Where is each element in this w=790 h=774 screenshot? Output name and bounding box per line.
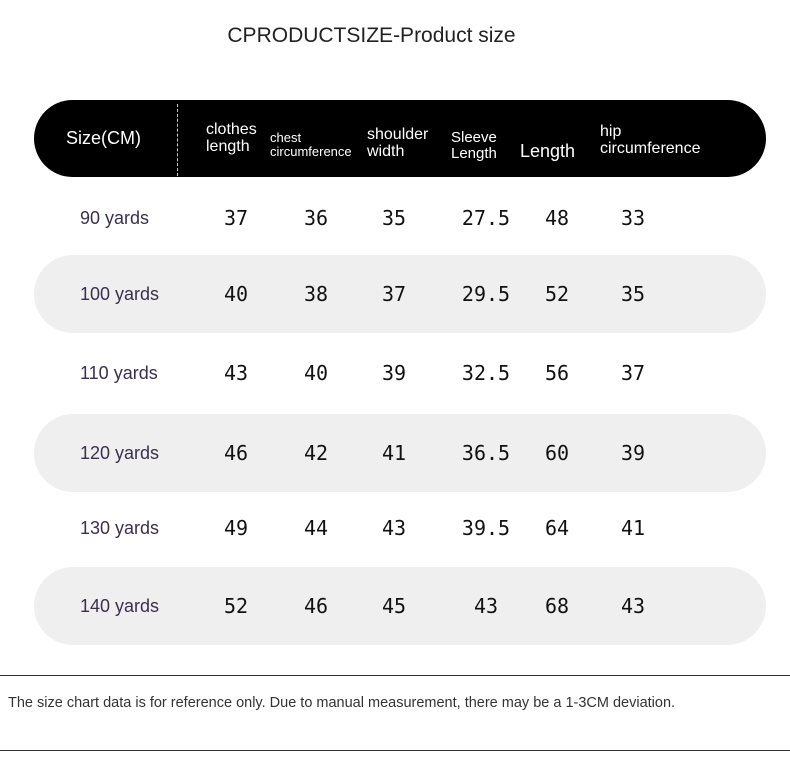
size-label: 130 yards bbox=[80, 518, 160, 538]
table-cell: 36 bbox=[303, 206, 329, 230]
header-line: Length bbox=[451, 144, 497, 162]
table-row: 130 yards 49 44 43 39.5 64 41 bbox=[34, 489, 766, 567]
table-cell: 38 bbox=[303, 282, 329, 306]
table-cell: 43 bbox=[381, 516, 407, 540]
table-cell: 35 bbox=[620, 282, 646, 306]
header-line: circumference bbox=[270, 143, 352, 159]
table-cell: 41 bbox=[381, 441, 407, 465]
table-cell: 68 bbox=[544, 594, 570, 618]
table-cell: 40 bbox=[303, 361, 329, 385]
table-cell: 52 bbox=[544, 282, 570, 306]
size-label: 90 yards bbox=[80, 208, 150, 228]
divider-line bbox=[0, 675, 790, 676]
table-cell: 43 bbox=[223, 361, 249, 385]
footnote: The size chart data is for reference onl… bbox=[8, 695, 676, 711]
header-size: Size(CM) bbox=[66, 128, 141, 148]
table-cell: 37 bbox=[620, 361, 646, 385]
table-row: 100 yards 40 38 37 29.5 52 35 bbox=[34, 255, 766, 333]
header-length: Length bbox=[520, 141, 576, 161]
header-line: hip bbox=[600, 123, 622, 140]
header-line: width bbox=[367, 142, 405, 160]
table-cell: 32.5 bbox=[461, 361, 511, 385]
header-line: length bbox=[206, 137, 250, 155]
table-cell: 45 bbox=[381, 594, 407, 618]
table-cell: 27.5 bbox=[461, 206, 511, 230]
divider-line bbox=[0, 750, 790, 751]
table-cell: 37 bbox=[223, 206, 249, 230]
table-cell: 39 bbox=[620, 441, 646, 465]
table-cell: 33 bbox=[620, 206, 646, 230]
table-cell: 39.5 bbox=[461, 516, 511, 540]
header-line: clothes bbox=[206, 121, 257, 138]
table-row: 140 yards 52 46 45 43 68 43 bbox=[34, 567, 766, 645]
table-cell: 37 bbox=[381, 282, 407, 306]
size-label: 110 yards bbox=[80, 363, 158, 383]
size-label: 100 yards bbox=[80, 284, 160, 304]
size-label: 120 yards bbox=[80, 443, 160, 463]
table-cell: 46 bbox=[303, 594, 329, 618]
table-row: 110 yards 43 40 39 32.5 56 37 bbox=[34, 334, 766, 412]
table-cell: 49 bbox=[223, 516, 249, 540]
header-shoulder: shoulder width bbox=[367, 126, 429, 161]
table-cell: 60 bbox=[544, 441, 570, 465]
table-cell: 42 bbox=[303, 441, 329, 465]
header-clothes-length: clothes length bbox=[206, 121, 257, 156]
table-cell: 40 bbox=[223, 282, 249, 306]
header-line: Sleeve bbox=[451, 129, 497, 146]
header-line: circumference bbox=[600, 139, 701, 157]
header-line: shoulder bbox=[367, 126, 429, 143]
table-row: 90 yards 37 36 35 27.5 48 33 bbox=[34, 179, 766, 257]
header-divider bbox=[177, 104, 178, 176]
page-title: CPRODUCTSIZE-Product size bbox=[227, 24, 516, 47]
table-cell: 46 bbox=[223, 441, 249, 465]
size-label: 140 yards bbox=[80, 596, 160, 616]
table-cell: 41 bbox=[620, 516, 646, 540]
table-cell: 43 bbox=[620, 594, 646, 618]
table-cell: 48 bbox=[544, 206, 570, 230]
header-chest: chest circumference bbox=[270, 131, 352, 158]
table-cell: 43 bbox=[473, 594, 499, 618]
table-cell: 36.5 bbox=[461, 441, 511, 465]
table-cell: 52 bbox=[223, 594, 249, 618]
table-row: 120 yards 46 42 41 36.5 60 39 bbox=[34, 414, 766, 492]
table-cell: 29.5 bbox=[461, 282, 511, 306]
header-sleeve: Sleeve Length bbox=[451, 130, 497, 162]
table-cell: 56 bbox=[544, 361, 570, 385]
header-line: chest bbox=[270, 130, 302, 145]
table-cell: 44 bbox=[303, 516, 329, 540]
table-cell: 35 bbox=[381, 206, 407, 230]
table-cell: 64 bbox=[544, 516, 570, 540]
header-hip: hip circumference bbox=[600, 123, 701, 158]
table-cell: 39 bbox=[381, 361, 407, 385]
table-header: Size(CM) clothes length chest circumferenc… bbox=[34, 100, 766, 177]
